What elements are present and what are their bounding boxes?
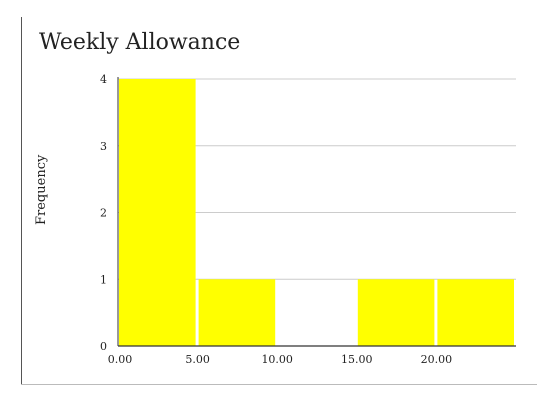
- y-tick-label-0: 0: [100, 340, 107, 353]
- histogram-bar-3: [357, 279, 435, 346]
- y-tick-label-3: 3: [100, 140, 107, 153]
- histogram-bar-1: [198, 279, 276, 346]
- y-tick-label-2: 2: [100, 207, 107, 220]
- x-tick-label-2: 10.00: [261, 353, 293, 366]
- y-tick-label-4: 4: [100, 73, 107, 86]
- x-tick-label-4: 20.00: [421, 353, 453, 366]
- y-tick-label-1: 1: [100, 273, 107, 286]
- x-tick-label-1: 5.00: [185, 353, 210, 366]
- histogram-bar-0: [119, 79, 196, 346]
- x-tick-label-3: 15.00: [341, 353, 373, 366]
- histogram-bar-4: [437, 279, 514, 346]
- x-tick-label-0: 0.00: [108, 353, 133, 366]
- card-left-border: [21, 17, 22, 385]
- chart-title: Weekly Allowance: [39, 30, 241, 55]
- card-bottom-border: [21, 384, 537, 385]
